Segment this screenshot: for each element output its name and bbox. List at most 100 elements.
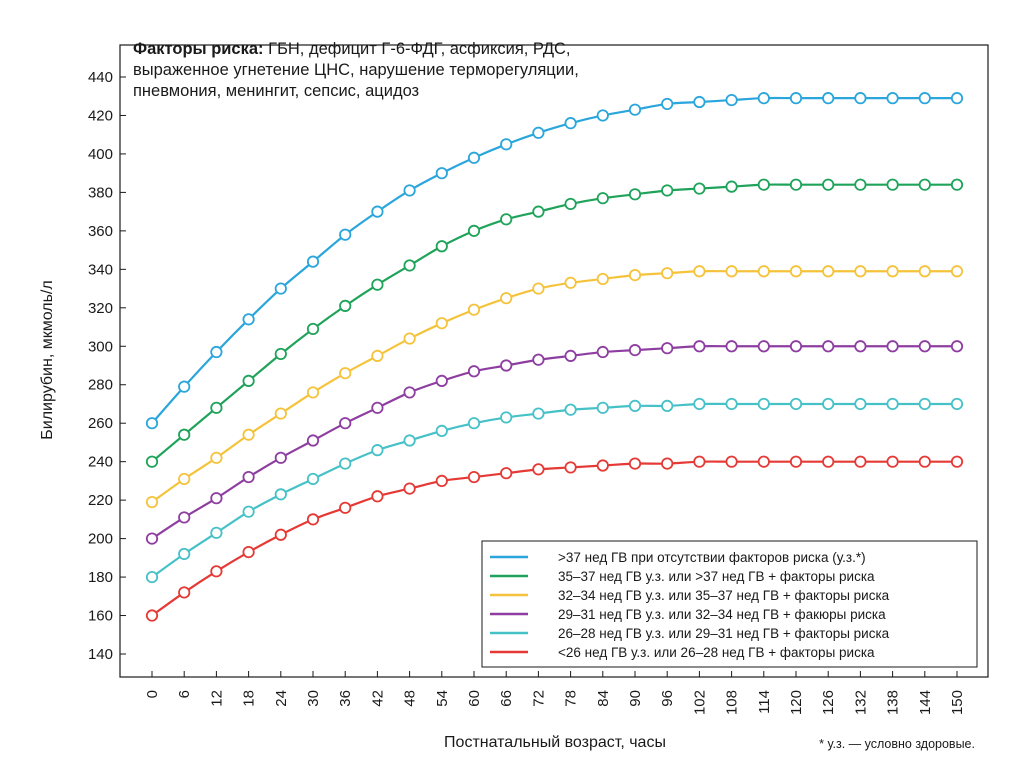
data-point [789,265,803,278]
x-tick-label: 72 [530,690,547,707]
y-tick-label: 440 [88,69,113,86]
data-point [854,455,867,468]
data-point [145,570,159,584]
data-point [242,374,255,387]
data-point [596,109,609,122]
data-point [467,151,481,164]
data-point [435,317,448,330]
data-point [854,265,867,278]
data-point [789,178,803,191]
data-point [693,182,706,195]
data-point [145,495,159,509]
data-point [886,397,899,411]
data-point [661,267,674,280]
data-point [661,184,674,197]
data-point [306,322,320,336]
x-tick-label: 96 [659,690,676,707]
data-point [467,365,481,378]
data-point [467,470,481,484]
data-point [467,417,481,430]
x-tick-label: 90 [627,690,644,707]
data-point [274,407,287,420]
series-4 [145,340,964,545]
data-point [918,340,931,353]
data-point [918,92,931,105]
y-tick-label: 340 [88,261,113,278]
x-tick-label: 36 [337,690,354,707]
data-point [725,340,738,353]
data-point [339,367,352,380]
x-tick-label: 48 [402,690,419,707]
data-point [822,340,835,353]
x-tick-label: 114 [756,690,773,714]
y-tick-label: 180 [88,569,113,586]
series-layer [145,92,964,622]
x-tick-label: 18 [241,690,258,707]
data-point [918,178,931,191]
data-point [274,488,287,501]
y-axis-label: Билирубин, мкмоль/л [39,280,56,439]
x-tick-label: 54 [434,690,451,707]
data-point [178,586,191,599]
y-tick-label: 300 [88,338,113,355]
y-tick-label: 420 [88,107,113,124]
y-tick-label: 200 [88,531,113,548]
data-point [210,565,223,578]
legend-label: 32–34 нед ГВ у.з. или 35–37 нед ГВ + фак… [558,588,890,603]
data-point [274,347,287,361]
data-point [596,459,609,472]
risk-factors-line-1: ГБН, дефицит Г-6-ФДГ, асфиксия, РДС, [264,40,571,58]
data-point [435,167,448,180]
x-tick-label: 132 [852,690,869,715]
data-point [242,545,255,559]
data-point [950,265,964,278]
data-point [757,178,770,191]
data-point [371,205,384,218]
data-point [145,455,159,468]
x-tick-label: 138 [885,690,902,715]
data-point [403,386,416,399]
data-point [500,138,513,151]
data-point [596,401,609,414]
data-point [435,374,448,387]
series-line [151,96,957,424]
data-point [500,359,513,372]
risk-factors-heading: Факторы риска: [133,40,264,58]
data-point [435,240,448,253]
data-point [757,340,770,353]
x-tick-label: 42 [369,690,386,707]
data-point [306,434,320,447]
data-point [789,397,803,411]
data-point [532,353,545,366]
x-tick-label: 12 [208,690,225,707]
data-point [822,92,835,105]
data-point [789,340,803,353]
data-point [500,292,513,305]
data-point [918,455,931,468]
data-point [564,117,577,130]
data-point [306,472,320,486]
data-point [564,403,577,416]
data-point [435,474,448,487]
data-point [403,482,416,495]
data-point [725,93,738,107]
data-point [886,92,899,105]
data-point [822,397,835,411]
series-6 [145,455,964,622]
data-point [693,265,706,278]
data-point [339,228,352,241]
data-point [564,197,577,211]
series-3 [145,265,964,509]
data-point [886,178,899,191]
data-point [789,92,803,105]
data-point [822,265,835,278]
data-point [822,178,835,191]
x-tick-label: 6 [176,690,193,698]
data-point [596,345,609,359]
data-point [886,265,899,278]
data-point [725,397,738,411]
plot-frame [119,44,989,678]
data-point [628,457,642,470]
x-tick-label: 150 [949,690,966,715]
